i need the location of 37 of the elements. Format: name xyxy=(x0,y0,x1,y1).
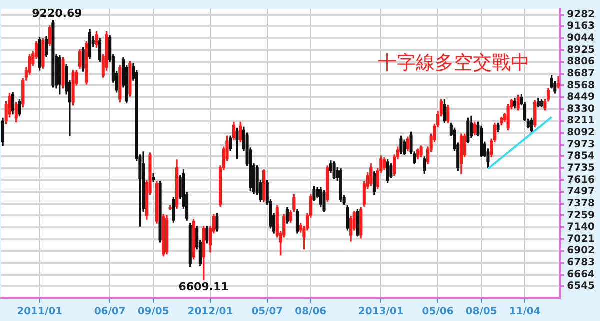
y-tick-label: 7735 xyxy=(567,162,596,174)
y-tick-label: 9282 xyxy=(567,9,596,20)
y-tick-label: 9044 xyxy=(567,32,596,44)
y-tick-label: 7378 xyxy=(567,198,596,210)
x-tick-label: 06/07 xyxy=(94,306,126,318)
y-tick-label: 8568 xyxy=(567,80,596,92)
x-tick-label: 11/04 xyxy=(509,306,541,318)
y-tick-label: 7854 xyxy=(567,151,596,162)
y-tick-label: 6783 xyxy=(567,258,596,269)
x-tick-label: 2013/01 xyxy=(358,306,404,318)
y-tick-label: 8687 xyxy=(567,68,596,80)
annotation: 十字線多空交戰中 xyxy=(378,52,530,74)
x-tick-label: 2012/01 xyxy=(188,306,234,318)
annotation: 6609.11 xyxy=(178,280,229,294)
y-tick-label: 9163 xyxy=(567,21,596,32)
x-tick-label: 08/06 xyxy=(295,306,327,318)
x-tick-label: 2011/01 xyxy=(17,306,63,318)
y-tick-label: 8925 xyxy=(567,44,596,56)
y-tick-label: 6902 xyxy=(567,246,596,257)
y-tick-label: 7259 xyxy=(567,210,596,222)
y-tick-label: 6664 xyxy=(567,269,596,280)
y-tick-label: 8092 xyxy=(567,128,596,139)
y-tick-label: 6545 xyxy=(567,281,596,292)
y-tick-label: 7616 xyxy=(567,174,596,186)
y-tick-label: 8330 xyxy=(567,104,596,115)
x-tick-label: 05/06 xyxy=(422,306,454,318)
y-tick-label: 7021 xyxy=(567,234,596,245)
y-tick-label: 8449 xyxy=(567,92,596,104)
y-tick-label: 7973 xyxy=(567,139,596,150)
y-tick-label: 7497 xyxy=(567,186,596,198)
annotation: 9220.69 xyxy=(32,7,82,20)
x-tick-label: 09/05 xyxy=(138,306,170,318)
x-tick-label: 08/05 xyxy=(466,306,498,318)
x-tick-label: 05/07 xyxy=(252,306,284,318)
y-tick-label: 7140 xyxy=(567,222,596,234)
y-tick-label: 8806 xyxy=(567,56,596,68)
y-tick-label: 8211 xyxy=(567,116,596,127)
